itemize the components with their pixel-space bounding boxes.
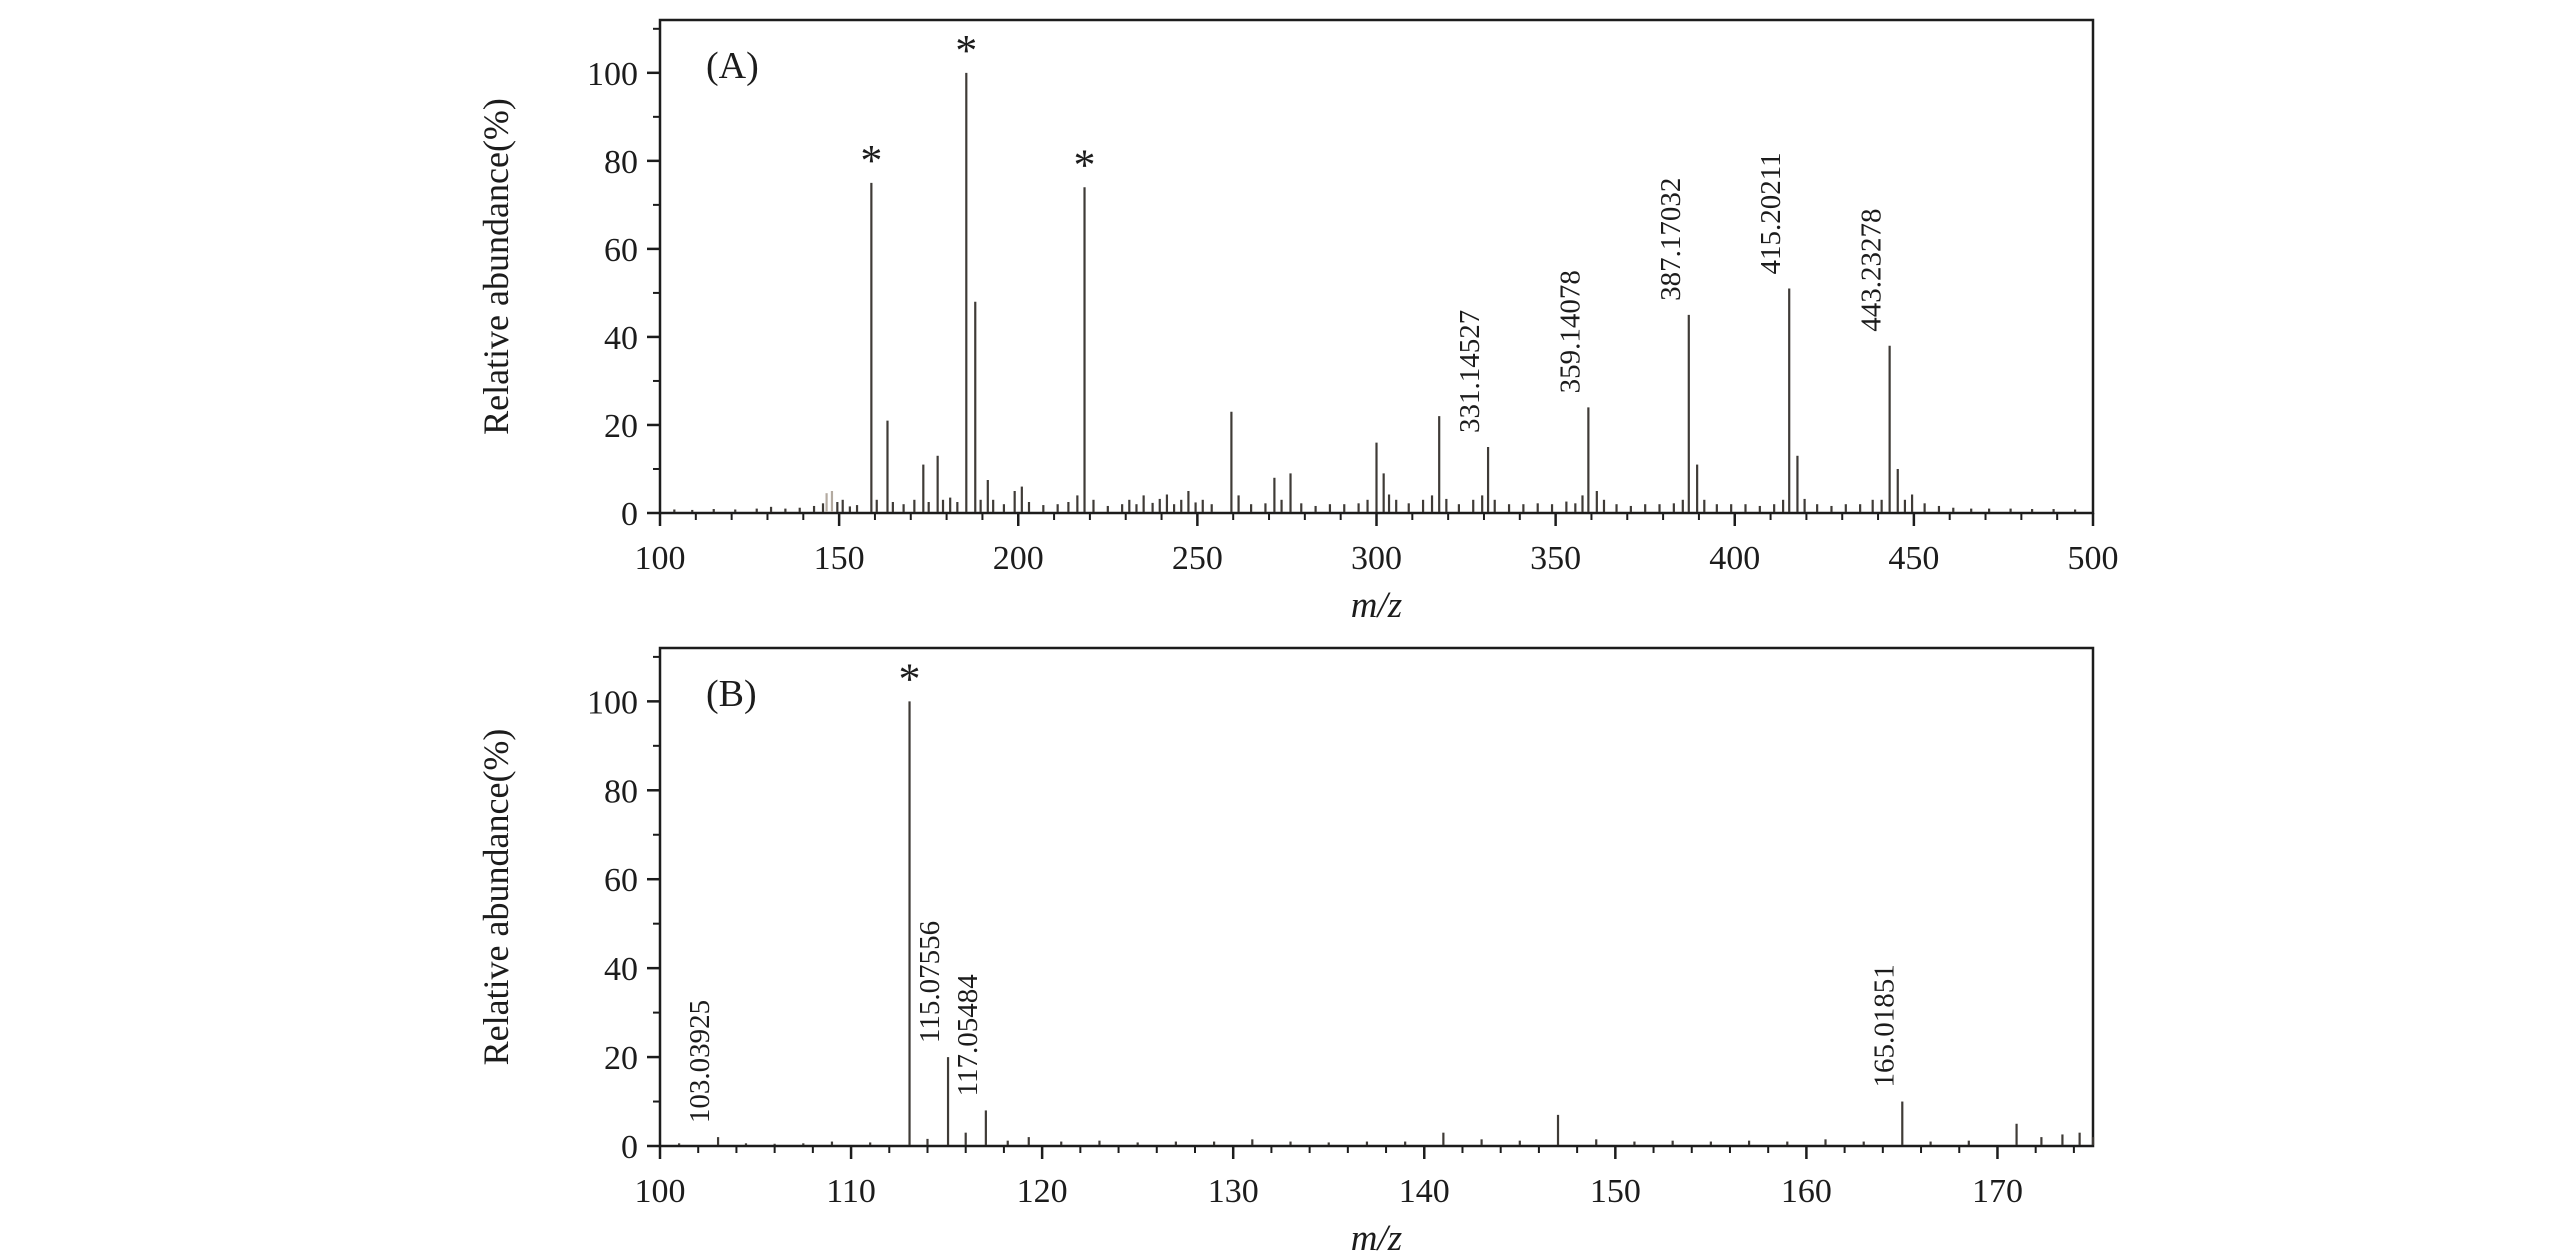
- peak-mz-label: 331.14527: [1454, 310, 1486, 433]
- y-tick-label: 0: [621, 1129, 638, 1166]
- precursor-star: *: [955, 26, 977, 75]
- x-tick-label: 400: [1709, 540, 1760, 577]
- x-tick-label: 350: [1530, 540, 1581, 577]
- peaks-group: [678, 701, 2095, 1145]
- peak-mz-label: 165.01851: [1868, 964, 1900, 1087]
- x-tick-label: 150: [814, 540, 865, 577]
- x-tick-label: 500: [2068, 540, 2119, 577]
- x-tick-label: 140: [1399, 1173, 1450, 1210]
- y-tick-label: 60: [604, 862, 638, 899]
- peak-mz-label: 117.05484: [952, 974, 984, 1097]
- x-tick-label: 200: [993, 540, 1044, 577]
- x-tick-label: 160: [1781, 1173, 1832, 1210]
- y-tick-label: 0: [621, 496, 638, 533]
- x-tick-label: 100: [635, 1173, 686, 1210]
- y-tick-label: 20: [604, 1040, 638, 1077]
- x-tick-label: 150: [1590, 1173, 1641, 1210]
- y-tick-label: 60: [604, 232, 638, 269]
- y-tick-label: 20: [604, 408, 638, 445]
- panel-label: (A): [706, 45, 759, 87]
- spectrum-panel-a: 100 150 200 250 300 350 400 450 500 0 20 40 60 80 100 *…: [476, 18, 2119, 626]
- x-tick-label: 120: [1017, 1173, 1068, 1210]
- x-tick-label: 450: [1888, 540, 1939, 577]
- x-tick-label: 250: [1172, 540, 1223, 577]
- y-tick-label: 80: [604, 144, 638, 181]
- y-axis-title: Relative abundance(%): [476, 98, 516, 435]
- y-tick-label: 100: [587, 684, 638, 721]
- peaks-group: [673, 72, 2077, 512]
- panel-label: (B): [706, 673, 757, 715]
- plot-frame: [658, 646, 2095, 1148]
- y-tick-label: 40: [604, 320, 638, 357]
- peak-mz-label: 115.07556: [914, 921, 946, 1043]
- x-axis-title: m/z: [1351, 1218, 1402, 1259]
- precursor-star: *: [860, 136, 882, 185]
- y-tick-label: 100: [587, 56, 638, 93]
- precursor-star: *: [899, 654, 921, 703]
- x-tick-label: 170: [1972, 1173, 2023, 1210]
- spectrum-panel-b: 100 110 120 130 140 150 160 170 0 20 40 60 80 100 103.…: [476, 646, 2095, 1259]
- y-tick-label: 40: [604, 951, 638, 988]
- peak-mz-label: 103.03925: [684, 1000, 716, 1123]
- peak-mz-label: 443.23278: [1856, 208, 1888, 331]
- x-axis-title: m/z: [1351, 585, 1402, 626]
- peak-mz-label: 387.17032: [1655, 178, 1687, 301]
- x-tick-label: 110: [826, 1173, 876, 1210]
- x-tick-label: 130: [1208, 1173, 1259, 1210]
- x-tick-label: 100: [635, 540, 686, 577]
- y-axis-title: Relative abundance(%): [476, 729, 516, 1066]
- peak-mz-label: 359.14078: [1554, 270, 1586, 393]
- precursor-star: *: [1074, 140, 1096, 189]
- y-tick-label: 80: [604, 773, 638, 810]
- x-tick-label: 300: [1351, 540, 1402, 577]
- peak-mz-label: 415.20211: [1755, 152, 1787, 274]
